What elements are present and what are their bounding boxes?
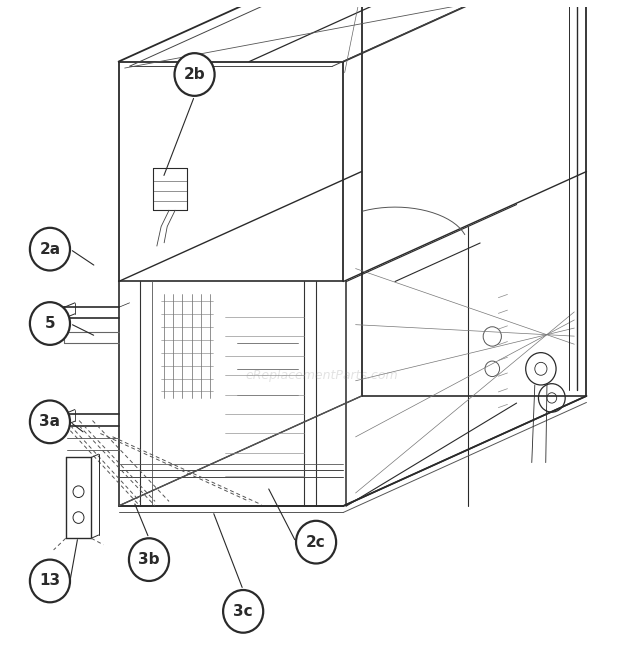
Circle shape [30, 228, 70, 271]
Circle shape [30, 560, 70, 603]
Circle shape [223, 590, 264, 633]
Circle shape [129, 539, 169, 581]
Circle shape [296, 521, 336, 564]
Text: 3a: 3a [40, 414, 60, 430]
Text: 2b: 2b [184, 67, 205, 82]
Text: 13: 13 [40, 574, 61, 589]
Text: 5: 5 [45, 316, 55, 331]
Text: 3b: 3b [138, 552, 160, 567]
Circle shape [30, 401, 70, 444]
Circle shape [30, 302, 70, 345]
Text: eReplacementParts.com: eReplacementParts.com [246, 369, 399, 381]
Text: 2c: 2c [306, 535, 326, 550]
Circle shape [174, 53, 215, 96]
Text: 3c: 3c [233, 604, 253, 619]
Text: 2a: 2a [40, 242, 61, 257]
